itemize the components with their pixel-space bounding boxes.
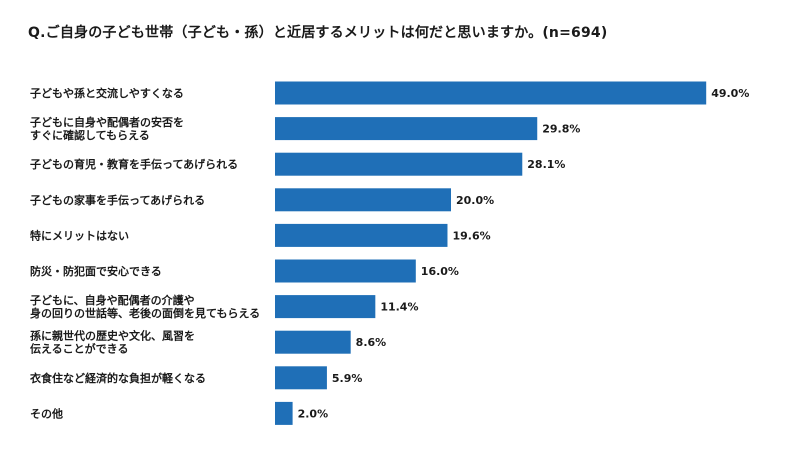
bar [275,259,416,283]
category-label-line: 子どもに、自身や配偶者の介護や [30,293,195,307]
bar [275,223,448,247]
category-label-line: 伝えることができる [30,342,128,356]
data-label: 29.8% [542,123,580,136]
category-label-line: 子どもの育児・教育を手伝ってあげられる [30,157,238,171]
bar [275,401,293,425]
bar [275,152,523,176]
category-label: 孫に親世代の歴史や文化、風習を伝えることができる [30,329,195,356]
bar [275,188,451,212]
data-label: 28.1% [527,158,565,171]
data-label: 11.4% [380,301,418,314]
category-label-line: その他 [30,406,63,420]
category-label: 子どもの育児・教育を手伝ってあげられる [30,157,238,171]
bar [275,117,538,141]
category-label: その他 [30,406,63,420]
data-label: 19.6% [452,229,490,242]
category-label-line: 防災・防犯面で安心できる [30,264,162,278]
category-label-line: 子どもや孫と交流しやすくなる [30,86,184,100]
bar [275,81,707,105]
category-label: 特にメリットはない [30,228,129,242]
category-label: 子どもや孫と交流しやすくなる [30,86,184,100]
chart-title: Q.ご自身の子ども世帯（子ども・孫）と近居するメリットは何だと思いますか。(n=… [28,25,608,41]
data-label: 20.0% [456,194,494,207]
data-label: 16.0% [421,265,459,278]
bar [275,295,376,319]
bar [275,366,327,390]
bar [275,330,351,354]
category-label-line: 身の回りの世話等、老後の面倒を見てもらえる [30,306,260,320]
category-label-line: 子どもに自身や配偶者の安否を [30,115,184,129]
data-label: 2.0% [298,407,329,420]
category-label: 子どもに、自身や配偶者の介護や身の回りの世話等、老後の面倒を見てもらえる [30,293,260,320]
category-label-line: すぐに確認してもらえる [30,128,150,142]
category-label: 衣食住など経済的な負担が軽くなる [30,371,206,385]
category-label-line: 衣食住など経済的な負担が軽くなる [30,371,206,385]
category-label: 子どもに自身や配偶者の安否をすぐに確認してもらえる [30,115,184,142]
category-label: 子どもの家事を手伝ってあげられる [30,193,205,207]
data-label: 5.9% [332,372,363,385]
category-label-line: 特にメリットはない [30,228,129,242]
category-label: 防災・防犯面で安心できる [30,264,162,278]
category-label-line: 子どもの家事を手伝ってあげられる [30,193,205,207]
data-label: 8.6% [356,336,387,349]
category-label-line: 孫に親世代の歴史や文化、風習を [30,329,195,343]
data-label: 49.0% [711,87,749,100]
